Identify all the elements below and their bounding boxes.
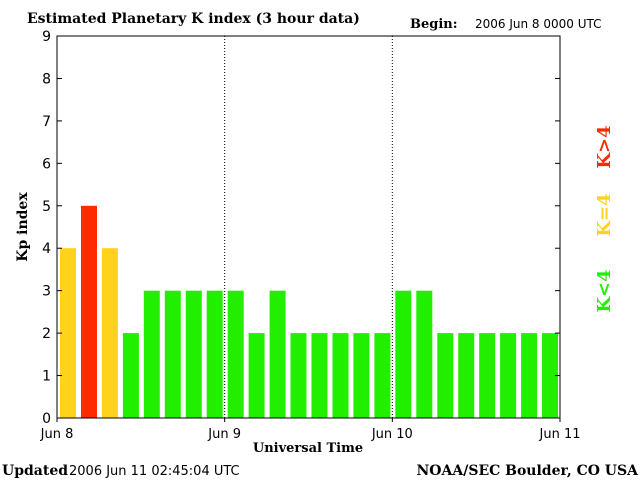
kp-bar: [458, 333, 475, 418]
legend-k-above-4: K>4: [594, 125, 615, 168]
bar-group: [60, 205, 558, 418]
kp-bar: [395, 290, 412, 418]
legend-k-equal-4: K=4: [594, 193, 615, 236]
source-credit: NOAA/SEC Boulder, CO USA: [417, 463, 640, 479]
updated-value: 2006 Jun 11 02:45:04 UTC: [69, 464, 240, 479]
kp-bar: [206, 290, 223, 418]
kp-bar: [122, 333, 139, 418]
y-tick-label: 8: [42, 71, 51, 87]
kp-bar: [185, 290, 202, 418]
plot-frame: [56, 35, 561, 419]
y-tick-label: 7: [42, 114, 51, 130]
kp-bar: [101, 248, 118, 418]
y-tick-label: 6: [42, 156, 51, 172]
y-tick-label: 5: [42, 199, 51, 215]
kp-bar: [437, 333, 454, 418]
kp-bar: [60, 248, 76, 418]
kp-bar: [227, 290, 244, 418]
y-axis-label: Kp index: [15, 192, 31, 262]
y-axis-ticks: 0 1 2 3 4 5 6 7 8 9: [42, 29, 560, 427]
x-tick-label: Jun 10: [371, 427, 413, 442]
y-tick-label: 9: [42, 29, 51, 45]
kp-bar: [81, 205, 97, 418]
chart-title: Estimated Planetary K index (3 hour data…: [27, 11, 360, 27]
y-tick-label: 3: [42, 284, 51, 300]
kp-bar: [248, 333, 265, 418]
kp-bar: [416, 290, 433, 418]
y-tick-label: 4: [42, 241, 51, 257]
begin-value: 2006 Jun 8 0000 UTC: [475, 17, 602, 31]
kp-bar: [479, 333, 496, 418]
y-tick-label: 2: [42, 326, 51, 342]
x-axis-ticks: Jun 8 Jun 9 Jun 10 Jun 11: [40, 418, 581, 442]
updated-label: Updated: [2, 463, 68, 479]
x-tick-label: Jun 9: [207, 427, 241, 442]
kp-bar: [521, 333, 538, 418]
kp-bar: [143, 290, 160, 418]
y-tick-label: 1: [42, 369, 51, 385]
y-tick-label: 0: [42, 411, 51, 427]
legend-k-below-4: K<4: [594, 269, 615, 312]
x-tick-label: Jun 8: [40, 427, 74, 442]
kp-bar: [353, 333, 370, 418]
kp-bar: [269, 290, 286, 418]
kp-bar: [290, 333, 307, 418]
x-axis-label: Universal Time: [253, 441, 363, 456]
x-tick-label: Jun 11: [539, 427, 581, 442]
day-separator-group: [224, 36, 393, 418]
kp-bar: [332, 333, 349, 418]
kp-bar: [311, 333, 328, 418]
kp-bar: [164, 290, 181, 418]
kp-bar: [500, 333, 517, 418]
begin-label: Begin:: [410, 17, 458, 32]
kp-bar: [542, 333, 558, 418]
kp-bar: [374, 333, 391, 418]
